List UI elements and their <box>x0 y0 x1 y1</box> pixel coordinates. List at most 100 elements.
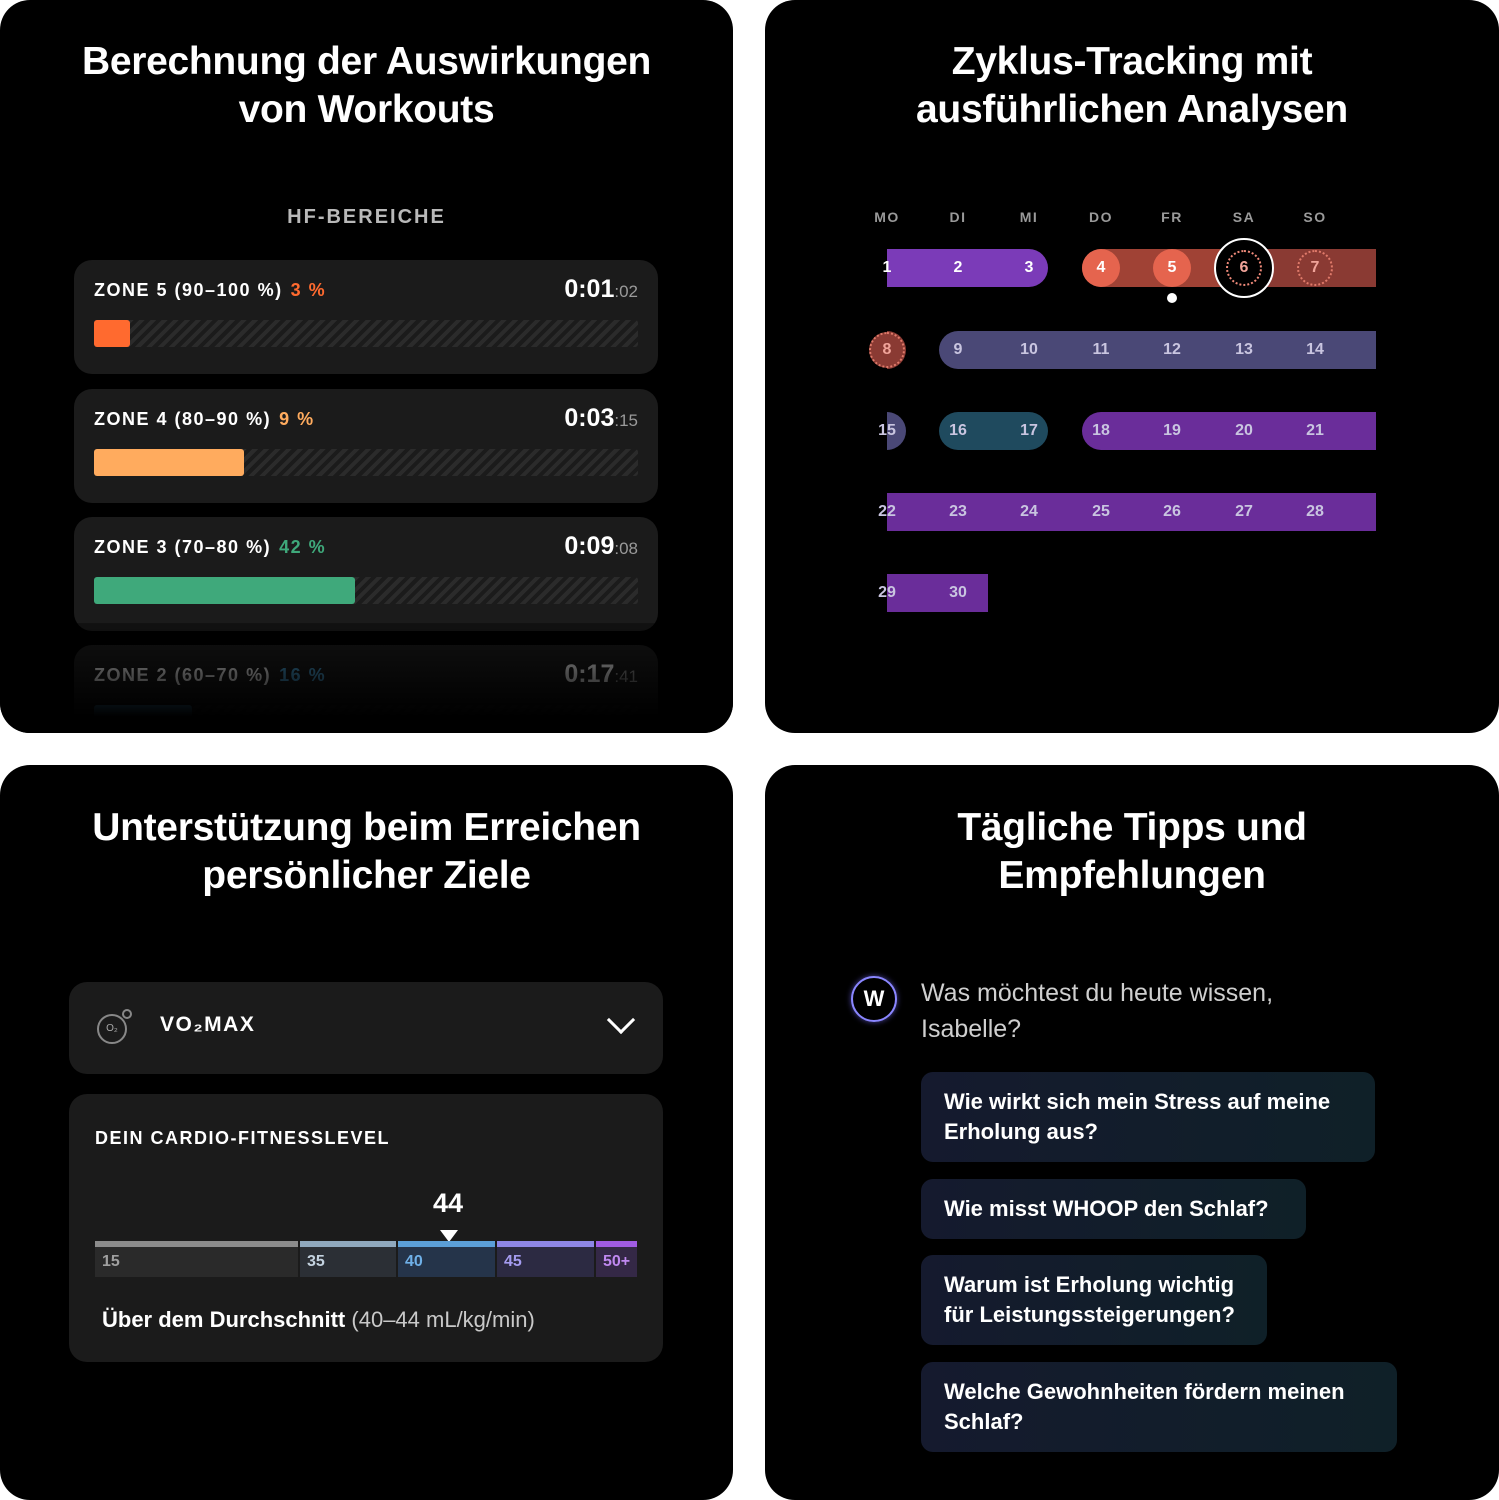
zone-percent: 3 % <box>290 280 327 300</box>
calendar-day[interactable]: 22 <box>878 503 896 520</box>
scale-tick-label: 45 <box>504 1253 522 1270</box>
day-circle <box>1082 249 1120 287</box>
scale-segment: 50+ <box>596 1241 637 1277</box>
suggestion-chip[interactable]: Wie wirkt sich mein Stress auf meine Erh… <box>921 1072 1375 1162</box>
scale-tick-label: 15 <box>102 1253 120 1270</box>
title-line-2: Empfehlungen <box>998 854 1266 897</box>
zone-name: ZONE 2 (60–70 %) <box>94 665 272 685</box>
zone-time-seconds: :02 <box>614 282 638 301</box>
scale-tick-label: 35 <box>307 1253 325 1270</box>
suggestion-line-1: Warum ist Erholung wichtig <box>944 1272 1235 1297</box>
cycle-phase-band <box>887 412 906 450</box>
calendar-day[interactable]: 19 <box>1163 422 1181 439</box>
fitness-description-range: (40–44 mL/kg/min) <box>351 1307 535 1332</box>
calendar-day[interactable]: 4 <box>1096 259 1106 276</box>
calendar-day[interactable]: 30 <box>949 584 967 601</box>
cycle-phase-band <box>887 493 1376 531</box>
weekday-label: MI <box>1019 209 1039 225</box>
suggestion-line-2: Erholung aus? <box>944 1119 1098 1144</box>
zone-percent: 9 % <box>279 409 315 429</box>
scale-segment-body <box>300 1247 396 1277</box>
metric-dropdown[interactable]: O₂ VO₂MAX <box>69 982 663 1074</box>
zone-percent: 42 % <box>279 537 327 557</box>
calendar-day[interactable]: 12 <box>1163 341 1181 358</box>
cycle-tracking-panel: Zyklus-Tracking mit ausführlichen Analys… <box>765 0 1499 733</box>
title-line-2: von Workouts <box>238 88 495 131</box>
zone-progress-fill <box>94 577 356 604</box>
fitness-value: 44 <box>433 1188 464 1218</box>
zone-time-main: 0:01 <box>564 275 615 303</box>
calendar-day[interactable]: 21 <box>1306 422 1324 439</box>
suggestion-chip[interactable]: Wie misst WHOOP den Schlaf? <box>921 1179 1306 1239</box>
title-line-1: Zyklus-Tracking mit <box>951 40 1313 83</box>
calendar-day[interactable]: 27 <box>1235 503 1253 520</box>
suggestion-line-1: Wie wirkt sich mein Stress auf meine <box>944 1089 1331 1114</box>
scale-segment-body <box>95 1247 298 1277</box>
panel-title: Berechnung der Auswirkungen von Workouts <box>0 38 733 134</box>
calendar-day[interactable]: 1 <box>882 259 892 276</box>
calendar-day[interactable]: 3 <box>1024 259 1034 276</box>
zone-card-4[interactable]: ZONE 4 (80–90 %) 9 % 0:03:15 <box>74 389 658 503</box>
zone-progress-track <box>94 705 638 732</box>
calendar-day[interactable]: 9 <box>953 341 963 358</box>
today-indicator-icon <box>1167 293 1177 303</box>
cycle-phase-band <box>939 331 1376 369</box>
hr-zones-heading: HF-BEREICHE <box>287 206 446 228</box>
fitness-description: Über dem Durchschnitt (40–44 mL/kg/min) <box>102 1307 535 1333</box>
calendar-day[interactable]: 11 <box>1092 341 1110 358</box>
zone-card-5[interactable]: ZONE 5 (90–100 %) 3 % 0:01:02 <box>74 260 658 374</box>
suggestion-chip[interactable]: Welche Gewohnheiten fördern meinen Schla… <box>921 1362 1397 1452</box>
calendar-day[interactable]: 29 <box>878 584 896 601</box>
goals-panel: Unterstützung beim Erreichen persönliche… <box>0 765 733 1500</box>
zone-progress-track <box>94 577 638 604</box>
scale-segment: 45 <box>497 1241 594 1277</box>
zone-time-main: 0:17 <box>564 660 615 688</box>
zone-card-3[interactable]: ZONE 3 (70–80 %) 42 % 0:09:08 <box>74 517 658 631</box>
weekday-label: MO <box>874 209 900 225</box>
suggestion-chip[interactable]: Warum ist Erholung wichtig für Leistungs… <box>921 1255 1267 1345</box>
weekday-label: SO <box>1303 209 1327 225</box>
whoop-logo-icon: W <box>851 976 897 1022</box>
title-line-1: Unterstützung beim Erreichen <box>92 806 641 849</box>
zone-time: 0:01:02 <box>564 275 638 304</box>
fitness-description-label: Über dem Durchschnitt <box>102 1307 346 1332</box>
calendar-day[interactable]: 18 <box>1092 422 1110 439</box>
scale-segment: 35 <box>300 1241 396 1277</box>
day-circle <box>1153 249 1191 287</box>
cycle-phase-band <box>1082 412 1376 450</box>
scale-tick-label: 40 <box>405 1253 423 1270</box>
scale-segment-body <box>497 1247 594 1277</box>
suggestion-line-2: für Leistungssteigerungen? <box>944 1302 1235 1327</box>
chevron-down-icon[interactable] <box>606 1005 636 1035</box>
calendar-day[interactable]: 26 <box>1163 503 1181 520</box>
suggestion-line-2: Schlaf? <box>944 1409 1024 1434</box>
suggestion-line-1: Wie misst WHOOP den Schlaf? <box>944 1196 1269 1221</box>
calendar-day[interactable]: 20 <box>1235 422 1253 439</box>
weekday-label: SA <box>1232 209 1256 225</box>
zone-label: ZONE 5 (90–100 %) 3 % <box>94 280 326 301</box>
title-line-2: persönlicher Ziele <box>202 854 531 897</box>
zone-name: ZONE 5 (90–100 %) <box>94 280 283 300</box>
cardio-fitness-card: DEIN CARDIO-FITNESSLEVEL 44 15 35 40 45 50+ … <box>69 1094 663 1362</box>
weekday-label: FR <box>1161 209 1183 225</box>
calendar-day[interactable]: 23 <box>949 503 967 520</box>
zone-name: ZONE 3 (70–80 %) <box>94 537 272 557</box>
calendar-day[interactable]: 2 <box>953 259 963 276</box>
scale-segment-body <box>596 1247 637 1277</box>
zone-progress-fill <box>94 320 131 347</box>
calendar-day[interactable]: 16 <box>949 422 967 439</box>
calendar-day[interactable]: 15 <box>878 422 896 439</box>
calendar-day[interactable]: 13 <box>1235 341 1253 358</box>
calendar-day[interactable]: 25 <box>1092 503 1110 520</box>
calendar-day[interactable]: 10 <box>1020 341 1038 358</box>
calendar-day[interactable]: 6 <box>1239 259 1249 276</box>
calendar-day[interactable]: 24 <box>1020 503 1038 520</box>
zone-time-seconds: :08 <box>614 539 638 558</box>
calendar-day[interactable]: 14 <box>1306 341 1324 358</box>
calendar-day[interactable]: 7 <box>1310 259 1320 276</box>
zone-card-2[interactable]: ZONE 2 (60–70 %) 16 % 0:17:41 <box>74 645 658 733</box>
calendar-day[interactable]: 28 <box>1306 503 1324 520</box>
calendar-day[interactable]: 8 <box>882 341 892 358</box>
calendar-day[interactable]: 17 <box>1020 422 1038 439</box>
calendar-day[interactable]: 5 <box>1167 259 1177 276</box>
